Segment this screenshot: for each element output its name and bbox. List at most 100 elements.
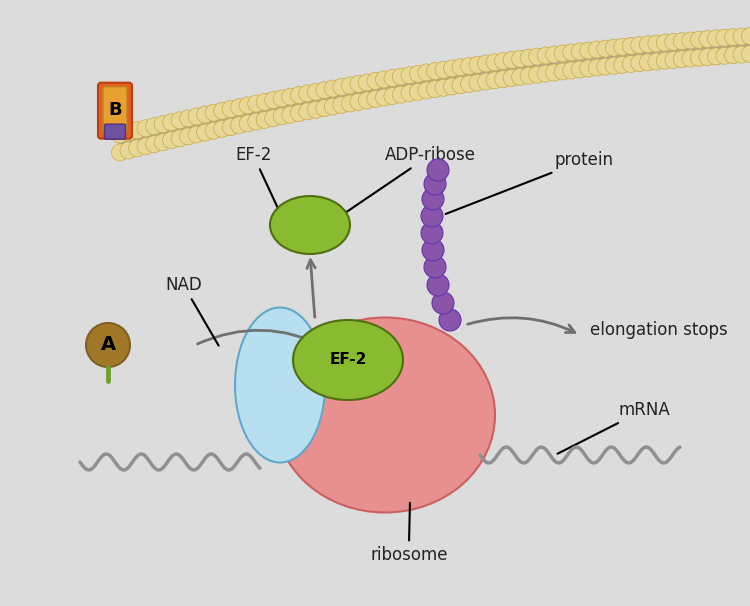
Circle shape <box>188 126 205 143</box>
Circle shape <box>665 33 682 50</box>
Text: mRNA: mRNA <box>557 401 670 454</box>
Circle shape <box>350 93 367 110</box>
Circle shape <box>452 77 469 94</box>
Circle shape <box>435 61 452 78</box>
Circle shape <box>308 101 324 118</box>
Circle shape <box>724 47 742 64</box>
Circle shape <box>648 53 664 70</box>
Circle shape <box>520 67 537 84</box>
Circle shape <box>120 124 137 141</box>
Circle shape <box>443 78 460 95</box>
Circle shape <box>691 49 707 66</box>
Text: ADP-ribose: ADP-ribose <box>344 146 476 213</box>
Circle shape <box>656 34 674 51</box>
Text: A: A <box>100 336 116 355</box>
Circle shape <box>469 74 486 92</box>
Circle shape <box>597 58 613 75</box>
Circle shape <box>605 39 622 56</box>
Circle shape <box>137 138 154 155</box>
Circle shape <box>605 57 622 74</box>
Circle shape <box>546 64 562 81</box>
Circle shape <box>631 36 648 53</box>
Circle shape <box>478 55 494 72</box>
Circle shape <box>196 106 214 123</box>
Circle shape <box>298 85 316 102</box>
Circle shape <box>367 73 384 90</box>
Circle shape <box>716 47 733 64</box>
Circle shape <box>248 95 265 112</box>
Circle shape <box>512 50 529 67</box>
Circle shape <box>163 114 179 131</box>
Circle shape <box>588 59 605 76</box>
Circle shape <box>639 54 656 71</box>
Circle shape <box>188 108 205 125</box>
Circle shape <box>443 60 460 77</box>
FancyBboxPatch shape <box>98 82 132 139</box>
Circle shape <box>418 82 435 99</box>
Circle shape <box>179 110 196 127</box>
Circle shape <box>572 61 588 78</box>
Circle shape <box>460 76 478 93</box>
Circle shape <box>546 46 562 63</box>
Circle shape <box>298 103 316 120</box>
Circle shape <box>231 117 248 134</box>
Circle shape <box>452 59 469 76</box>
Circle shape <box>639 36 656 53</box>
Circle shape <box>622 38 639 55</box>
Circle shape <box>350 75 367 93</box>
Circle shape <box>460 58 478 75</box>
Circle shape <box>562 44 580 61</box>
Circle shape <box>588 41 605 58</box>
Circle shape <box>171 112 188 129</box>
Ellipse shape <box>235 307 325 462</box>
Circle shape <box>682 50 699 67</box>
Circle shape <box>707 30 724 47</box>
Circle shape <box>733 46 750 63</box>
Circle shape <box>341 77 358 94</box>
Circle shape <box>742 27 750 44</box>
Circle shape <box>716 29 733 46</box>
Circle shape <box>392 68 410 85</box>
Circle shape <box>333 79 350 96</box>
Circle shape <box>520 49 537 66</box>
Text: NAD: NAD <box>165 276 218 345</box>
Text: B: B <box>108 101 122 119</box>
Circle shape <box>384 70 401 87</box>
Circle shape <box>422 188 444 210</box>
Circle shape <box>665 52 682 68</box>
Circle shape <box>674 33 691 50</box>
Circle shape <box>282 88 298 105</box>
Circle shape <box>376 71 392 88</box>
Circle shape <box>86 323 130 367</box>
Circle shape <box>424 256 446 278</box>
Circle shape <box>733 28 750 45</box>
Circle shape <box>432 292 454 314</box>
Circle shape <box>554 45 572 62</box>
Circle shape <box>562 62 580 79</box>
Circle shape <box>206 104 222 121</box>
Circle shape <box>256 112 273 128</box>
Circle shape <box>171 130 188 147</box>
Circle shape <box>265 92 282 108</box>
Circle shape <box>494 71 512 88</box>
Ellipse shape <box>270 196 350 254</box>
Circle shape <box>648 35 664 52</box>
Circle shape <box>256 93 273 110</box>
Circle shape <box>154 116 171 133</box>
Circle shape <box>422 239 444 261</box>
Circle shape <box>478 73 494 90</box>
Circle shape <box>384 87 401 104</box>
Circle shape <box>282 106 298 123</box>
Circle shape <box>503 52 520 68</box>
Circle shape <box>214 121 231 138</box>
Ellipse shape <box>293 320 403 400</box>
Text: ribosome: ribosome <box>370 503 448 564</box>
Circle shape <box>554 63 572 80</box>
Circle shape <box>154 134 171 151</box>
Circle shape <box>486 54 503 71</box>
Circle shape <box>392 86 410 103</box>
Circle shape <box>597 40 613 57</box>
Circle shape <box>614 38 631 55</box>
Circle shape <box>494 53 512 70</box>
FancyBboxPatch shape <box>103 87 127 133</box>
